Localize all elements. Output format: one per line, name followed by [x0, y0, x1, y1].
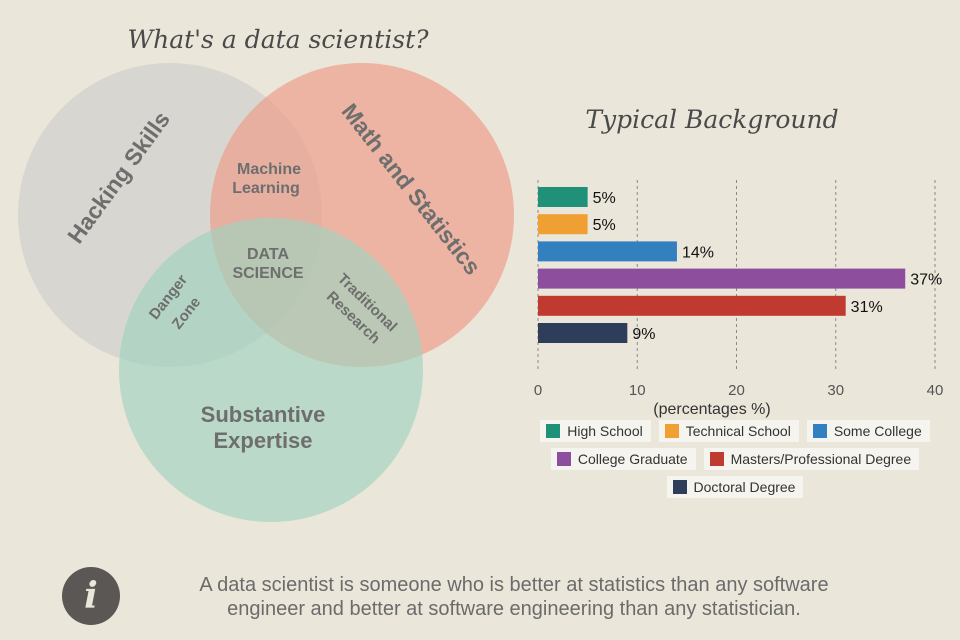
legend-row: Doctoral Degree	[520, 476, 950, 498]
bar-college-graduate	[538, 268, 906, 289]
legend-label: College Graduate	[577, 451, 688, 467]
label-expertise: Expertise	[213, 428, 312, 453]
legend-row: High School Technical School Some College	[520, 420, 950, 442]
bar-value-label: 9%	[632, 326, 655, 343]
x-axis-label: (percentages %)	[653, 401, 770, 418]
bar-masters-professional-degree	[538, 295, 846, 316]
label-data: DATA	[247, 246, 290, 263]
bar-value-label: 5%	[593, 217, 616, 234]
quote-line-2: engineer and better at software engineer…	[227, 598, 801, 620]
bar-value-label: 14%	[682, 244, 714, 261]
legend-swatch	[812, 424, 827, 438]
legend-swatch	[709, 452, 724, 466]
legend-label: Technical School	[685, 423, 791, 439]
x-tick-label: 30	[827, 382, 844, 399]
legend-swatch	[556, 452, 571, 466]
legend-row: College Graduate Masters/Professional Deg…	[520, 448, 950, 470]
x-tick-label: 40	[927, 382, 944, 399]
quote-text: A data scientist is someone who is bette…	[134, 573, 894, 621]
label-science: SCIENCE	[232, 265, 303, 282]
chart-legend: High School Technical School Some College C…	[520, 420, 950, 504]
bar-technical-school	[538, 214, 588, 235]
x-tick-label: 20	[728, 382, 745, 399]
x-tick-label: 0	[534, 382, 542, 399]
legend-label: Masters/Professional Degree	[730, 451, 912, 467]
venn-circle-expertise	[119, 218, 423, 522]
bar-value-label: 37%	[910, 272, 942, 289]
chart-title: Typical Background	[585, 105, 838, 134]
legend-swatch	[546, 424, 561, 438]
footer-quote-panel: i A data scientist is someone who is bet…	[62, 565, 922, 627]
legend-swatch	[672, 480, 687, 494]
legend-item: High School	[540, 420, 651, 442]
label-machine: Machine	[237, 161, 301, 178]
bar-some-college	[538, 241, 677, 262]
bar-chart-plot: 0 10 20 30 40 5% 5% 14% 37% 31% 9%	[534, 180, 944, 399]
venn-title: What's a data scientist?	[127, 25, 429, 54]
bar-value-label: 5%	[593, 190, 616, 207]
legend-label: Some College	[833, 423, 922, 439]
info-icon: i	[62, 567, 120, 625]
bar-value-label: 31%	[851, 299, 883, 316]
legend-item: Masters/Professional Degree	[703, 448, 920, 470]
label-substantive: Substantive	[201, 402, 326, 427]
legend-item: Some College	[806, 420, 930, 442]
legend-item: College Graduate	[550, 448, 696, 470]
legend-label: High School	[567, 423, 643, 439]
legend-swatch	[664, 424, 679, 438]
quote-line-1: A data scientist is someone who is bette…	[199, 574, 829, 596]
legend-label: Doctoral Degree	[693, 479, 796, 495]
bar-doctoral-degree	[538, 323, 628, 343]
x-tick-label: 10	[629, 382, 646, 399]
label-learning: Learning	[232, 180, 300, 197]
legend-item: Technical School	[658, 420, 799, 442]
bar-high-school	[538, 187, 588, 207]
legend-item: Doctoral Degree	[666, 476, 804, 498]
